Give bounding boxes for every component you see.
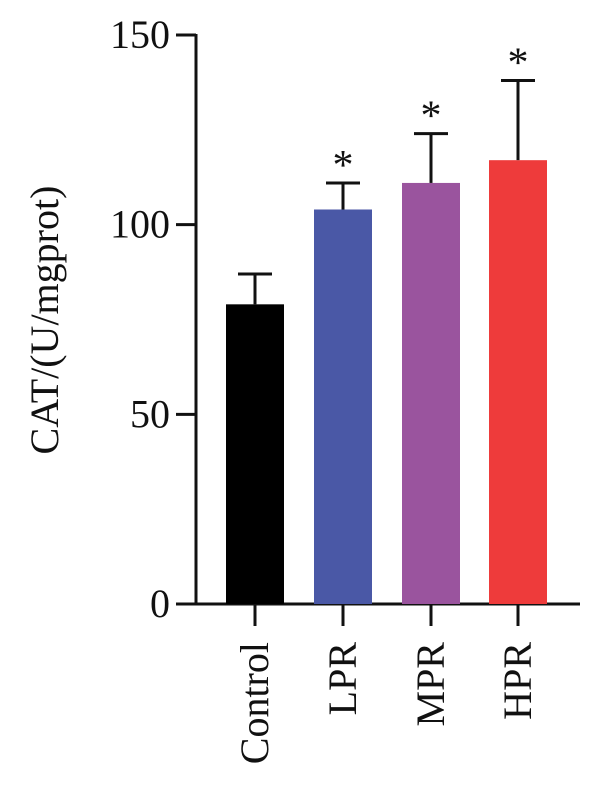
significance-markers: * * * [333,41,529,189]
x-category-label-hpr: HPR [495,642,540,720]
bar-mpr [402,182,460,604]
error-bars [238,79,535,305]
bars [226,160,547,604]
y-ticks: 0 50 100 150 [110,12,196,626]
y-tick-label: 50 [130,391,170,436]
y-tick-label: 100 [110,202,170,247]
x-category-label-mpr: MPR [408,642,453,727]
significance-star-lpr: * [333,143,354,189]
y-tick-label: 0 [150,581,170,626]
x-category-label-lpr: LPR [320,642,365,716]
bar-lpr [314,209,372,604]
y-axis-label: CAT/(U/mgprot) [22,186,67,455]
bar-hpr [489,160,547,604]
bar-control [226,304,284,604]
y-tick-label: 150 [110,12,170,57]
significance-star-hpr: * [508,41,529,87]
significance-star-mpr: * [421,94,442,140]
x-category-labels: Control LPR MPR HPR [232,604,540,764]
x-category-label-control: Control [232,642,277,764]
